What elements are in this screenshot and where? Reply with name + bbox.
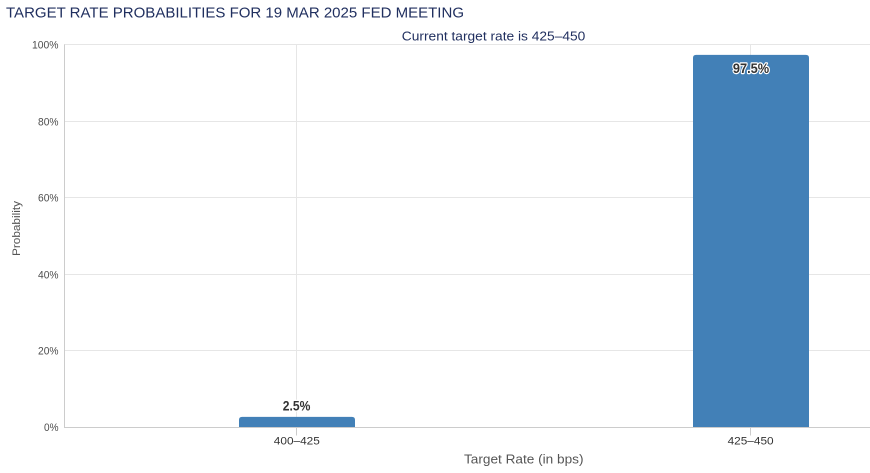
svg-text:0%: 0% (44, 422, 59, 434)
svg-text:Probability: Probability (11, 200, 23, 256)
svg-text:425–450: 425–450 (728, 436, 774, 448)
svg-text:TARGET RATE PROBABILITIES FOR: TARGET RATE PROBABILITIES FOR 19 MAR 202… (6, 4, 464, 21)
svg-text:97.5%: 97.5% (733, 60, 770, 76)
svg-text:Target Rate (in bps): Target Rate (in bps) (464, 452, 584, 467)
svg-text:400–425: 400–425 (274, 436, 320, 448)
svg-text:60%: 60% (38, 193, 59, 205)
svg-text:20%: 20% (38, 346, 59, 358)
svg-text:2.5%: 2.5% (283, 397, 311, 413)
svg-text:40%: 40% (38, 270, 59, 282)
svg-text:Current target rate is 425–450: Current target rate is 425–450 (402, 29, 586, 44)
svg-text:80%: 80% (38, 117, 59, 129)
svg-text:100%: 100% (32, 40, 59, 52)
